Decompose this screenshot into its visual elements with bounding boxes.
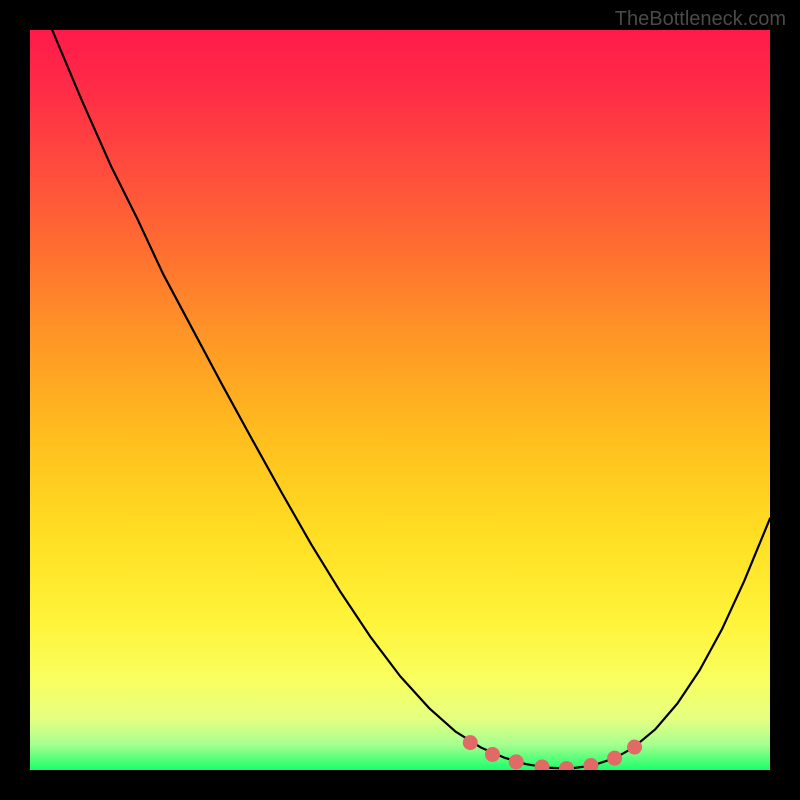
marker-dot [463, 735, 478, 750]
marker-dot [607, 751, 622, 766]
marker-dot [485, 747, 500, 762]
marker-dot [627, 740, 642, 755]
chart-background [30, 30, 770, 770]
marker-dot [509, 754, 524, 769]
chart-plot-area [30, 30, 770, 770]
chart-svg [30, 30, 770, 770]
attribution-label: TheBottleneck.com [615, 8, 786, 31]
